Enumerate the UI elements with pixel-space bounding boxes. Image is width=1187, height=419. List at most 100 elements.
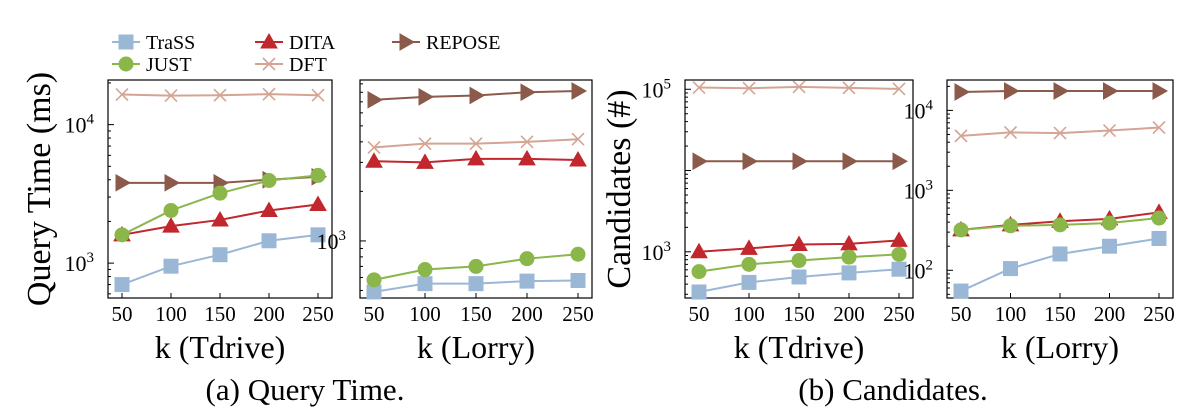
- data-point-dita: [211, 210, 229, 227]
- data-point-trass: [1151, 230, 1167, 246]
- data-point-dita: [260, 201, 278, 217]
- data-point-repose: [1103, 82, 1119, 100]
- x-tick-label: 200: [1094, 302, 1126, 326]
- data-point-just: [114, 227, 130, 243]
- x-tick-label: 100: [995, 302, 1027, 326]
- series-dft: [115, 87, 325, 103]
- data-point-just: [891, 246, 907, 262]
- data-point-dft: [1152, 120, 1166, 135]
- data-point-just: [1151, 210, 1167, 226]
- x-tick-label: 50: [689, 302, 710, 326]
- legend-marker-repose: [399, 33, 416, 51]
- data-point-trass: [1102, 238, 1117, 254]
- legend: TraSS DITA REPOSE JUST DFT: [112, 32, 500, 76]
- legend-label: TraSS: [146, 32, 195, 54]
- y-tick-label: 103: [317, 228, 346, 254]
- data-point-just: [791, 253, 807, 269]
- data-point-repose: [1053, 82, 1070, 100]
- series-just: [114, 167, 326, 243]
- x-axis-label: k (Lorry): [417, 329, 535, 365]
- data-point-just: [1052, 217, 1068, 233]
- y-tick-label: 102: [904, 257, 933, 283]
- data-point-trass: [212, 247, 228, 263]
- x-tick-label: 150: [1044, 302, 1076, 326]
- x-axis-label: k (Tdrive): [155, 329, 286, 365]
- data-point-just: [691, 264, 707, 280]
- data-point-dita: [162, 217, 180, 233]
- data-point-trass: [891, 261, 907, 277]
- data-point-dft: [262, 87, 276, 101]
- data-point-repose: [954, 83, 971, 101]
- y-tick-label: 104: [904, 97, 934, 123]
- x-tick-label: 50: [951, 302, 972, 326]
- legend-item-repose: REPOSE: [392, 32, 500, 54]
- series-just: [953, 210, 1167, 238]
- data-point-trass: [468, 276, 484, 292]
- y-tick-label: 103: [65, 250, 94, 276]
- y-tick-label: 103: [642, 239, 671, 265]
- data-point-dft: [571, 132, 585, 146]
- data-point-just: [570, 246, 586, 262]
- data-point-repose: [692, 152, 709, 171]
- data-point-dft: [311, 88, 325, 102]
- data-point-just: [417, 262, 433, 278]
- data-point-trass: [114, 277, 130, 293]
- data-point-trass: [791, 269, 807, 285]
- x-tick-label: 250: [562, 302, 594, 326]
- data-point-dft: [954, 129, 968, 143]
- x-tick-label: 200: [511, 302, 543, 326]
- data-point-dft: [1053, 126, 1067, 140]
- query-time-lorry-plot: 50 100 150 200 250 103 k (Lorry): [317, 79, 594, 365]
- data-point-just: [310, 167, 326, 183]
- data-point-dft: [742, 81, 756, 95]
- series-dft: [367, 132, 585, 154]
- series-trass: [366, 272, 586, 300]
- data-point-just: [841, 249, 857, 265]
- data-point-dita: [690, 242, 708, 259]
- data-point-just: [261, 172, 277, 188]
- legend-item-dft: DFT: [255, 54, 327, 76]
- legend-marker-trass: [118, 34, 134, 50]
- data-point-repose: [742, 152, 759, 171]
- x-axis-label: k (Tdrive): [734, 329, 865, 365]
- x-tick-label: 150: [783, 302, 815, 326]
- data-point-dft: [367, 140, 381, 154]
- x-tick-label: 200: [253, 302, 285, 326]
- data-point-dita: [790, 235, 808, 251]
- query-time-tdrive-plot: 50 100 150 200 250 103 104 k (Tdrive) Query Time…: [21, 72, 334, 365]
- x-tick-label: 100: [733, 302, 765, 326]
- data-point-dft: [213, 88, 227, 102]
- data-point-dft: [1003, 125, 1018, 140]
- data-point-dita: [740, 239, 758, 255]
- candidates-lorry-plot: 50 100 150 200 250 102 103 104 k (Lorry): [904, 79, 1175, 365]
- x-tick-label: 150: [204, 302, 236, 326]
- series-line-dft: [960, 126, 1160, 137]
- data-point-just: [1003, 218, 1018, 234]
- y-axis-label: Query Time (ms): [21, 72, 58, 306]
- y-axis-label: Candidates (#): [601, 89, 638, 288]
- data-point-just: [953, 222, 969, 238]
- series-repose: [367, 82, 588, 109]
- data-point-just: [1102, 215, 1117, 231]
- data-point-dft: [692, 80, 706, 95]
- data-point-just: [741, 256, 757, 272]
- data-point-trass: [261, 233, 277, 249]
- plot-frame: [946, 79, 1174, 299]
- data-point-repose: [418, 88, 435, 106]
- series-dita: [690, 231, 908, 259]
- data-point-dft: [418, 137, 432, 151]
- data-point-trass: [519, 273, 535, 289]
- data-point-repose: [469, 86, 486, 105]
- data-point-dft: [164, 89, 178, 103]
- legend-item-just: JUST: [112, 54, 192, 76]
- data-point-repose: [1152, 82, 1169, 100]
- y-tick-label: 103: [904, 177, 933, 203]
- data-point-just: [468, 258, 484, 274]
- data-point-repose: [115, 173, 132, 192]
- data-point-dita: [467, 149, 485, 166]
- data-point-dita: [365, 152, 383, 168]
- data-point-repose: [571, 82, 588, 100]
- data-point-trass: [310, 227, 326, 243]
- series-dita: [113, 195, 327, 242]
- data-point-dita: [416, 153, 434, 169]
